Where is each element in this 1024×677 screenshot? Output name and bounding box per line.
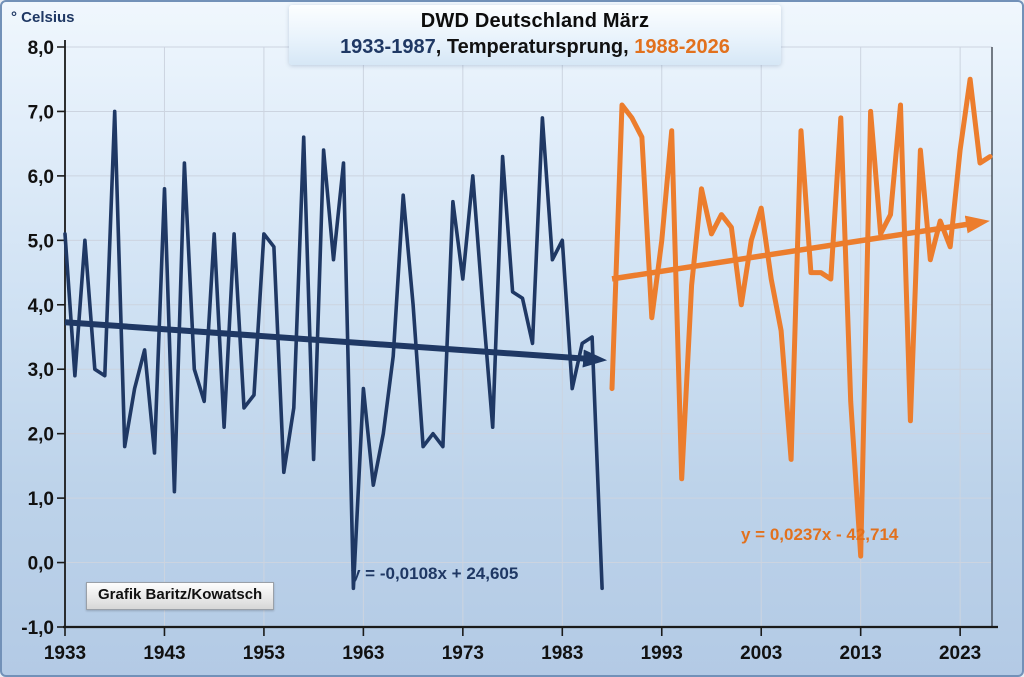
series-line-1988-2026 <box>609 76 993 559</box>
y-tick-label--1: -1,0 <box>21 618 54 639</box>
chart-title-box: DWD Deutschland März 1933-1987, Temperat… <box>289 5 781 65</box>
y-tick-label-7: 7,0 <box>28 102 54 123</box>
trendline-orange <box>611 215 990 282</box>
subtitle-period-blue: 1933-1987 <box>340 36 436 58</box>
trend-equation-orange: y = 0,0237x - 42,714 <box>741 525 899 544</box>
x-tick-label-1933: 1933 <box>44 643 86 664</box>
y-tick-label-4: 4,0 <box>28 296 54 317</box>
y-tick-label-3: 3,0 <box>28 360 54 381</box>
y-tick-label-2: 2,0 <box>28 425 54 446</box>
trendline-blue <box>64 319 608 368</box>
x-tick-label-1943: 1943 <box>143 643 185 664</box>
chart-subtitle: 1933-1987, Temperatursprung, 1988-2026 <box>289 36 781 59</box>
x-tick-label-1963: 1963 <box>342 643 384 664</box>
credit-badge: Grafik Baritz/Kowatsch <box>86 582 275 610</box>
subtitle-middle: , Temperatursprung, <box>435 36 635 58</box>
trend-equation-blue: y = -0,0108x + 24,605 <box>351 564 519 583</box>
y-tick-label-5: 5,0 <box>28 231 54 252</box>
subtitle-period-orange: 1988-2026 <box>634 36 730 58</box>
y-tick-label-0: 0,0 <box>28 554 54 575</box>
chart-title: DWD Deutschland März <box>420 10 650 32</box>
x-tick-label-2003: 2003 <box>740 643 782 664</box>
x-tick-label-1983: 1983 <box>541 643 583 664</box>
x-tick-label-1953: 1953 <box>243 643 285 664</box>
series-line-1933-1987 <box>63 109 604 591</box>
x-tick-label-2013: 2013 <box>840 643 882 664</box>
y-tick-label-8: 8,0 <box>28 38 54 59</box>
y-axis-unit-label: ° Celsius <box>11 9 75 26</box>
x-tick-label-2023: 2023 <box>939 643 981 664</box>
x-tick-label-1993: 1993 <box>641 643 683 664</box>
y-tick-label-6: 6,0 <box>28 167 54 188</box>
x-tick-label-1973: 1973 <box>442 643 484 664</box>
y-tick-label-1: 1,0 <box>28 489 54 510</box>
